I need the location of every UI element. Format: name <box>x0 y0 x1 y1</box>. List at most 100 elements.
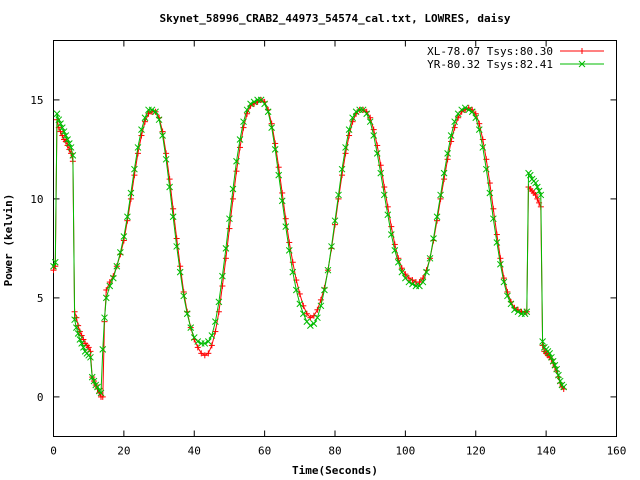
data-point <box>489 215 497 223</box>
data-point <box>208 332 216 339</box>
x-axis-label: Time(Seconds) <box>292 464 378 477</box>
data-point <box>85 344 92 351</box>
data-point <box>173 235 180 242</box>
data-point <box>307 314 314 321</box>
data-point <box>170 205 177 212</box>
data-point <box>233 157 240 165</box>
legend-label: XL-78.07 Tsys:80.30 <box>427 45 553 58</box>
data-point <box>279 189 286 196</box>
data-point <box>141 114 149 122</box>
data-point <box>222 245 230 252</box>
data-point <box>296 300 304 308</box>
data-point <box>62 132 70 139</box>
data-point <box>58 124 66 131</box>
data-point <box>426 254 434 262</box>
data-point <box>201 340 209 347</box>
data-point <box>264 108 272 116</box>
data-point <box>493 231 500 238</box>
data-point <box>387 231 395 238</box>
plot-frame <box>53 40 617 437</box>
data-point <box>51 258 59 266</box>
data-point <box>219 272 226 280</box>
data-point <box>71 316 78 324</box>
data-point <box>303 310 310 317</box>
x-tick-label: 80 <box>328 445 341 458</box>
data-point <box>370 132 378 139</box>
data-point <box>166 183 173 191</box>
data-point <box>64 136 71 143</box>
data-point <box>539 338 546 345</box>
data-point <box>479 144 487 151</box>
data-point <box>194 344 201 351</box>
data-point <box>134 144 142 151</box>
data-point <box>141 118 148 125</box>
data-point <box>556 377 564 385</box>
y-tick-label: 10 <box>30 193 43 206</box>
data-point <box>377 169 385 177</box>
data-point <box>50 262 57 270</box>
data-point <box>423 268 430 276</box>
data-point <box>88 373 96 381</box>
data-point <box>500 278 508 286</box>
data-point <box>444 156 451 163</box>
data-point <box>69 151 77 159</box>
x-tick-label: 160 <box>607 445 627 458</box>
data-point <box>349 118 356 125</box>
data-point <box>99 346 107 353</box>
data-point <box>236 144 243 151</box>
data-point <box>134 150 141 157</box>
data-point <box>159 132 166 139</box>
data-point <box>314 314 321 322</box>
data-point <box>74 330 82 337</box>
data-point <box>275 164 282 171</box>
data-point <box>278 197 286 205</box>
data-point <box>212 328 219 335</box>
data-point <box>102 294 110 302</box>
data-point <box>537 191 545 199</box>
data-point <box>447 132 455 139</box>
data-point <box>448 138 455 145</box>
data-point <box>381 184 388 191</box>
data-point <box>187 324 195 331</box>
data-point <box>177 263 184 270</box>
data-point <box>377 162 384 169</box>
data-point <box>437 191 444 199</box>
data-point <box>162 155 170 163</box>
legend-swatch-marker <box>578 60 586 68</box>
data-point <box>352 108 360 116</box>
data-point <box>222 255 229 262</box>
data-point <box>244 110 251 117</box>
data-point <box>212 318 219 326</box>
data-point <box>226 215 233 223</box>
x-tick-label: 40 <box>188 445 201 458</box>
series-line <box>53 99 565 398</box>
data-point <box>229 195 236 202</box>
data-point <box>80 344 87 351</box>
data-point <box>247 100 254 108</box>
x-tick-label: 140 <box>536 445 556 458</box>
data-point <box>419 278 427 286</box>
data-point <box>201 352 208 359</box>
data-point <box>117 249 124 256</box>
data-point <box>138 132 145 139</box>
data-point <box>240 124 247 131</box>
data-point <box>317 296 324 303</box>
data-point <box>444 150 451 157</box>
data-point <box>166 176 173 183</box>
legend-swatch-marker <box>579 48 585 54</box>
data-point <box>405 275 412 282</box>
data-point <box>286 239 293 246</box>
data-point <box>388 223 395 230</box>
data-point <box>458 106 466 114</box>
data-point <box>289 268 297 276</box>
data-point <box>551 361 559 369</box>
y-tick-label: 15 <box>30 94 43 107</box>
data-point <box>328 243 335 250</box>
data-point <box>398 265 405 272</box>
data-point <box>419 275 426 282</box>
data-point <box>307 322 314 329</box>
data-point <box>384 211 392 219</box>
data-point <box>113 262 121 270</box>
data-point <box>127 195 134 202</box>
